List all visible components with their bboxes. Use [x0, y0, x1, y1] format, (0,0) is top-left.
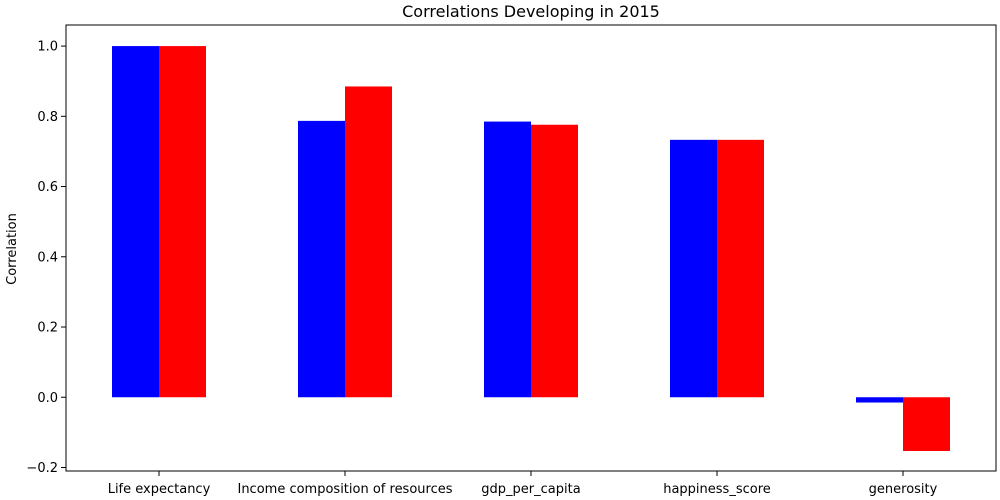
y-tick-label: 0.2: [37, 321, 58, 336]
bar-series2-income-composition-of-resources: [345, 86, 392, 398]
x-tick-label: gdp_per_capita: [481, 482, 580, 497]
y-axis-label: Correlation: [5, 213, 20, 285]
x-tick-label: Life expectancy: [108, 482, 211, 497]
y-tick-label: 0.4: [37, 250, 58, 265]
bars-group: [112, 46, 950, 451]
bar-series2-life-expectancy: [159, 46, 206, 398]
bar-series1-income-composition-of-resources: [298, 120, 345, 398]
plot-frame: [65, 24, 997, 472]
y-tick-label: 0.8: [37, 110, 58, 125]
bar-series1-happiness-score: [670, 139, 717, 398]
bar-series1-generosity: [856, 397, 903, 403]
chart-title: Correlations Developing in 2015: [402, 2, 660, 21]
y-ticks-group: −0.2 0.0 0.2 0.4 0.6 0.8 1.0: [26, 40, 66, 476]
y-tick-label: −0.2: [26, 461, 58, 476]
bar-series2-gdp-per-capita: [531, 124, 578, 398]
bar-series1-life-expectancy: [112, 46, 159, 398]
x-tick-label: happiness_score: [663, 482, 771, 497]
x-tick-label: generosity: [869, 482, 938, 497]
x-tick-label: Income composition of resources: [237, 482, 452, 497]
y-tick-label: 0.6: [37, 180, 58, 195]
bar-series2-happiness-score: [717, 139, 764, 398]
y-tick-label: 1.0: [37, 40, 58, 55]
bar-series2-generosity: [903, 397, 950, 451]
bar-series1-gdp-per-capita: [484, 121, 531, 398]
y-tick-label: 0.0: [37, 391, 58, 406]
x-ticks-group: Life expectancy Income composition of res…: [108, 471, 938, 497]
